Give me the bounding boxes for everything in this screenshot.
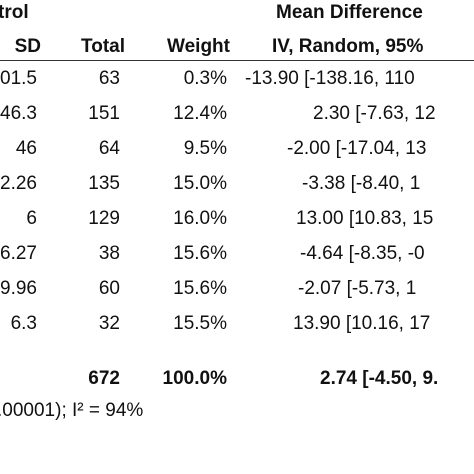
cell-sd: 46.3 <box>0 103 37 124</box>
cell-weight: 15.6% <box>173 278 227 299</box>
cell-total: 32 <box>98 313 120 334</box>
cell-sd: 2.26 <box>0 173 37 194</box>
cell-sd: 6.27 <box>0 243 37 264</box>
group-header-fragment: trol <box>0 2 29 23</box>
header-divider <box>0 60 474 61</box>
cell-sd: 01.5 <box>0 68 37 89</box>
heterogeneity-statistic: .00001); I² = 94% <box>0 400 144 421</box>
cell-weight: 16.0% <box>173 208 227 229</box>
cell-weight: 9.5% <box>183 138 227 159</box>
cell-total: 64 <box>98 138 120 159</box>
col-header-weight: Weight <box>167 36 230 57</box>
cell-ci: -2.07 [-5.73, 1 <box>298 278 417 299</box>
cell-weight: 15.6% <box>173 243 227 264</box>
total-participants: 672 <box>88 368 120 389</box>
cell-total: 151 <box>88 103 120 124</box>
cell-weight: 15.5% <box>173 313 227 334</box>
cell-total: 129 <box>88 208 120 229</box>
cell-ci: -2.00 [-17.04, 13 <box>287 138 427 159</box>
cell-ci: 13.00 [10.83, 15 <box>296 208 434 229</box>
pooled-estimate: 2.74 [-4.50, 9. <box>320 368 439 389</box>
col-header-total: Total <box>81 36 125 57</box>
col-header-sd: SD <box>14 36 41 57</box>
cell-total: 38 <box>98 243 120 264</box>
cell-sd: 6 <box>26 208 37 229</box>
cell-ci: -4.64 [-8.35, -0 <box>300 243 425 264</box>
cell-total: 63 <box>98 68 120 89</box>
cell-sd: 6.3 <box>10 313 37 334</box>
cell-total: 135 <box>88 173 120 194</box>
cell-weight: 15.0% <box>173 173 227 194</box>
cell-ci: 13.90 [10.16, 17 <box>293 313 431 334</box>
cell-ci: -13.90 [-138.16, 110 <box>245 68 415 89</box>
cell-weight: 0.3% <box>183 68 227 89</box>
total-weight: 100.0% <box>162 368 227 389</box>
effect-measure-title: Mean Difference <box>276 2 423 23</box>
cell-sd: 46 <box>15 138 37 159</box>
cell-total: 60 <box>98 278 120 299</box>
cell-ci: -3.38 [-8.40, 1 <box>302 173 421 194</box>
cell-ci: 2.30 [-7.63, 12 <box>313 103 436 124</box>
cell-weight: 12.4% <box>173 103 227 124</box>
col-header-ci: IV, Random, 95% <box>272 36 424 57</box>
cell-sd: 9.96 <box>0 278 37 299</box>
